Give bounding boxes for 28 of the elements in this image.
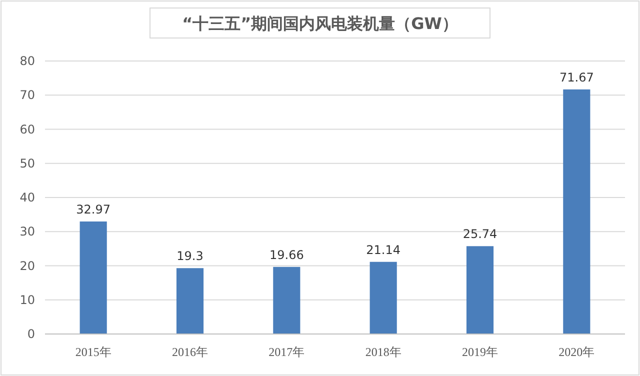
y-tick-label: 60	[20, 122, 35, 136]
y-tick-label: 70	[20, 88, 35, 102]
data-label: 19.66	[269, 248, 304, 262]
data-label: 19.3	[176, 249, 204, 264]
bar	[466, 246, 494, 334]
data-label: 71.67	[559, 70, 594, 84]
y-tick-label: 30	[20, 224, 35, 239]
y-tick-label: 10	[20, 292, 35, 307]
y-tick-label: 50	[20, 156, 35, 170]
y-tick-label: 20	[20, 258, 35, 273]
x-tick-label: 2020年	[558, 345, 595, 359]
y-tick-label: 0	[27, 327, 35, 341]
data-label: 21.14	[366, 242, 401, 257]
x-tick-label: 2017年	[268, 345, 305, 359]
x-tick-label: 2019年	[462, 345, 498, 359]
y-tick-label: 80	[20, 54, 35, 68]
data-label: 32.97	[76, 202, 111, 216]
x-tick-label: 2015年	[75, 345, 112, 359]
bar	[80, 221, 107, 334]
bar	[273, 266, 300, 334]
bar	[563, 89, 590, 334]
x-tick-label: 2016年	[172, 345, 208, 359]
y-tick-label: 40	[20, 190, 35, 204]
bar	[176, 268, 204, 334]
x-tick-label: 2018年	[365, 345, 402, 359]
chart-title: “十三五”期间国内风电装机量（GW）	[182, 14, 458, 33]
bar	[370, 262, 397, 334]
data-label: 25.74	[462, 227, 498, 242]
